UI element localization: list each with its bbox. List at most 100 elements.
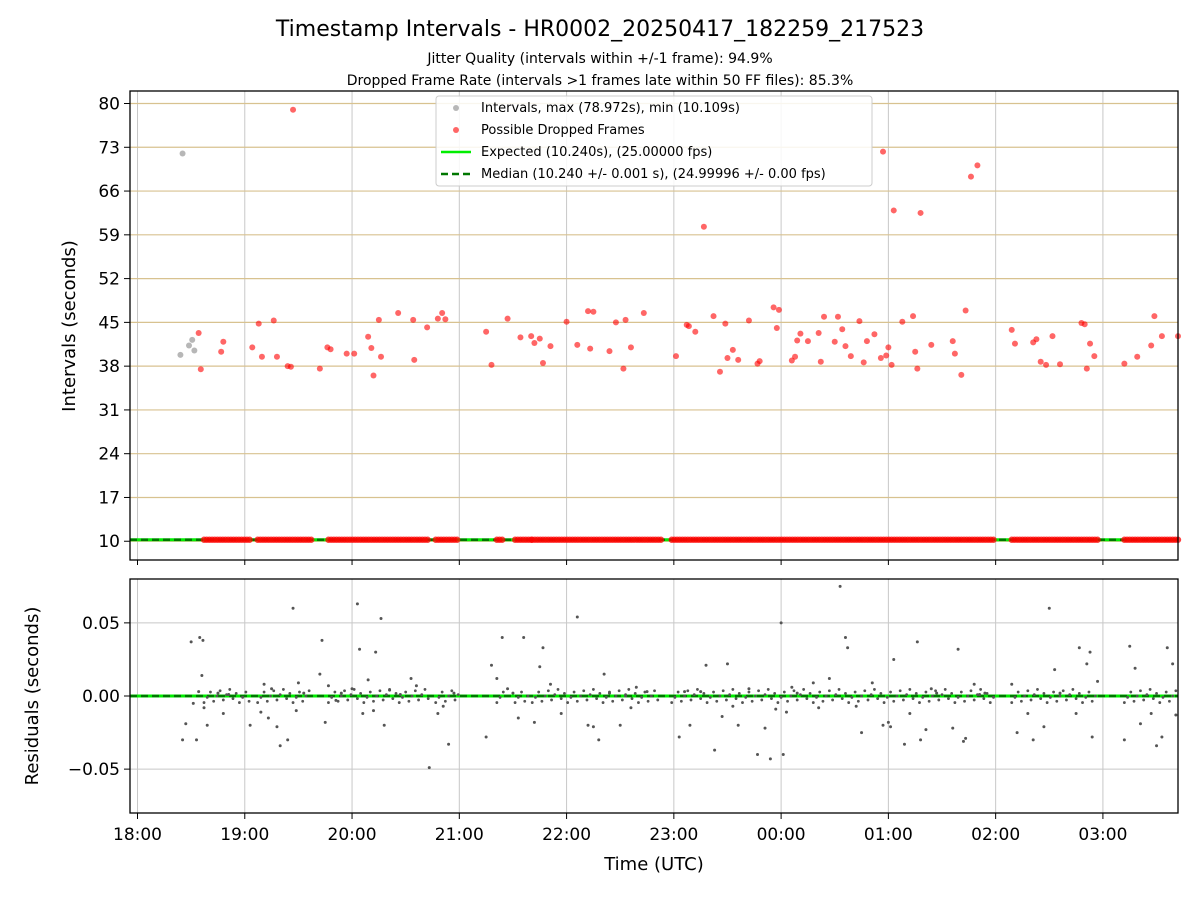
dropped-frame-point-22 xyxy=(395,309,402,316)
baseline-drop-mark-2-37 xyxy=(424,536,431,543)
residual-cluster-mark-2-7 xyxy=(349,693,353,697)
residual-point-12 xyxy=(221,712,225,716)
residual-point-44 xyxy=(414,684,418,688)
time-xtick-label-3: 21:00 xyxy=(435,825,484,845)
residual-cluster-mark-2-10 xyxy=(359,691,363,695)
dropped-frame-point-10 xyxy=(287,363,294,370)
residual-point-97 xyxy=(838,584,842,588)
residual-point-59 xyxy=(538,665,542,669)
residual-point-117 xyxy=(964,736,968,740)
residual-point-137 xyxy=(1133,666,1137,670)
residual-cluster-mark-8-14 xyxy=(1055,699,1059,703)
residual-cluster-mark-6-38 xyxy=(653,689,656,693)
residual-cluster-mark-7-14 xyxy=(715,699,719,703)
residual-cluster-mark-2-5 xyxy=(343,689,346,693)
residual-cluster-mark-7-40 xyxy=(799,693,802,697)
dropped-frame-point-33 xyxy=(528,333,535,340)
residual-point-87 xyxy=(768,757,772,761)
residual-cluster-mark-1-15 xyxy=(304,694,308,698)
residual-cluster-mark-6-20 xyxy=(595,697,599,701)
dropped-frame-point-44 xyxy=(612,319,619,326)
residual-cluster-mark-8-25 xyxy=(1090,699,1094,703)
residual-cluster-mark-1-4 xyxy=(269,694,272,698)
residual-cluster-mark-7-73 xyxy=(905,693,909,697)
residual-cluster-mark-6-10 xyxy=(563,691,566,695)
residual-cluster-mark-2-6 xyxy=(346,698,350,702)
dropped-frame-point-82 xyxy=(871,331,878,338)
residual-cluster-mark-8-9 xyxy=(1039,697,1043,701)
residual-cluster-mark-7-46 xyxy=(818,690,822,694)
residuals-y-axis-label: Residuals (seconds) xyxy=(22,607,43,786)
residual-point-131 xyxy=(1085,662,1089,666)
residual-cluster-mark-0-13 xyxy=(244,690,248,694)
dropped-frame-point-67 xyxy=(792,353,799,360)
residual-cluster-mark-7-19 xyxy=(731,688,735,691)
residual-point-30 xyxy=(334,698,338,702)
residual-point-134 xyxy=(1096,679,1100,683)
dropped-frame-point-101 xyxy=(1008,326,1015,333)
residual-point-116 xyxy=(961,739,965,743)
dropped-frame-point-3 xyxy=(220,338,227,345)
residual-cluster-mark-2-17 xyxy=(381,698,385,702)
residual-point-135 xyxy=(1122,738,1126,742)
residual-cluster-mark-7-88 xyxy=(953,701,957,704)
residual-cluster-mark-7-6 xyxy=(689,698,693,702)
time-xtick-label-1: 19:00 xyxy=(220,825,269,845)
residual-cluster-mark-7-68 xyxy=(889,690,892,694)
residual-point-88 xyxy=(774,707,778,711)
residual-point-35 xyxy=(361,712,365,716)
residuals-ytick-label-2: 0.05 xyxy=(82,614,120,634)
dropped-frame-point-115 xyxy=(1134,353,1141,360)
residual-cluster-mark-8-8 xyxy=(1036,688,1039,691)
residual-cluster-mark-6-12 xyxy=(569,695,573,699)
residual-cluster-mark-7-0 xyxy=(670,701,674,704)
residual-point-37 xyxy=(371,709,375,713)
residual-cluster-mark-7-35 xyxy=(782,690,786,694)
residual-cluster-mark-7-67 xyxy=(885,695,889,699)
residual-cluster-mark-7-55 xyxy=(847,701,851,704)
residual-cluster-mark-9-7 xyxy=(1145,693,1149,697)
residual-point-139 xyxy=(1149,712,1153,716)
dropped-frame-point-76 xyxy=(839,326,846,333)
residual-cluster-mark-8-1 xyxy=(1013,695,1017,699)
residual-point-6 xyxy=(200,674,204,678)
residual-cluster-mark-7-84 xyxy=(940,693,944,697)
residual-cluster-mark-7-18 xyxy=(728,693,732,697)
residual-point-23 xyxy=(294,709,298,713)
residual-point-118 xyxy=(972,682,976,686)
dropped-frame-point-88 xyxy=(890,207,897,214)
residual-cluster-mark-7-96 xyxy=(979,688,983,691)
residual-cluster-mark-7-91 xyxy=(963,699,966,703)
residual-cluster-mark-5-0 xyxy=(513,701,517,704)
dropped-frame-point-89 xyxy=(899,318,906,325)
residual-cluster-mark-7-28 xyxy=(760,698,764,702)
dropped-frame-point-90 xyxy=(910,313,917,320)
residual-cluster-mark-2-8 xyxy=(352,688,356,691)
residual-cluster-mark-7-11 xyxy=(705,701,709,704)
residual-point-28 xyxy=(323,720,327,724)
residual-cluster-mark-7-16 xyxy=(721,689,725,693)
baseline-drop-mark-4-2 xyxy=(499,536,506,543)
dropped-frame-point-27 xyxy=(439,309,446,316)
residual-cluster-mark-0-11 xyxy=(238,701,241,704)
residual-point-92 xyxy=(790,685,794,689)
legend-box xyxy=(435,95,873,187)
dropped-frame-point-62 xyxy=(756,358,763,365)
residual-point-46 xyxy=(436,712,440,716)
residual-point-22 xyxy=(291,606,295,610)
residual-point-99 xyxy=(846,646,850,650)
dropped-frame-point-59 xyxy=(735,356,742,363)
residual-point-93 xyxy=(795,691,799,695)
residual-cluster-mark-6-15 xyxy=(579,694,582,698)
residual-cluster-mark-1-12 xyxy=(294,695,298,699)
residual-cluster-mark-6-18 xyxy=(588,693,592,697)
residual-cluster-mark-7-53 xyxy=(840,697,844,701)
residual-point-49 xyxy=(452,691,456,695)
residual-point-138 xyxy=(1138,722,1142,726)
time-xtick-label-2: 20:00 xyxy=(328,825,377,845)
residual-point-64 xyxy=(586,723,590,727)
dropped-frame-point-60 xyxy=(745,317,752,324)
residual-cluster-mark-7-85 xyxy=(943,688,947,691)
residual-cluster-mark-3-0 xyxy=(434,701,438,704)
residual-point-7 xyxy=(202,706,206,710)
